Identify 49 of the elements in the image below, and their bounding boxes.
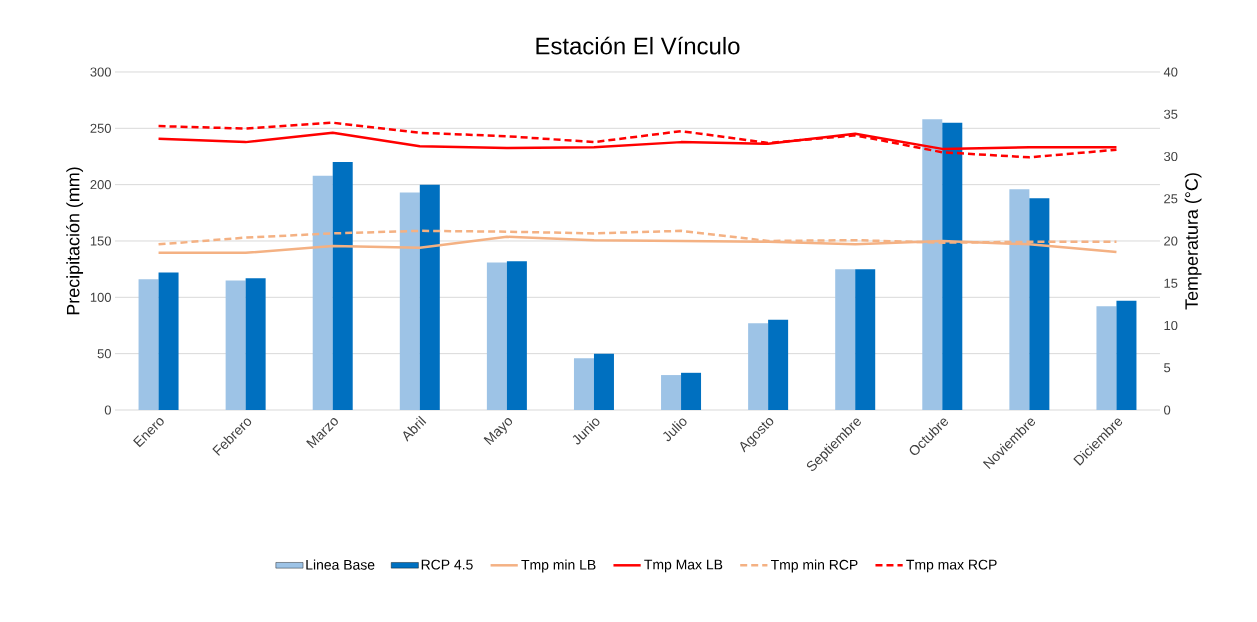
legend-label: Tmp max RCP <box>906 559 997 573</box>
bar <box>1009 189 1030 410</box>
legend-label: RCP 4.5 <box>421 559 473 570</box>
y-tick-label: 250 <box>90 123 111 133</box>
bar <box>1116 300 1137 410</box>
bar <box>225 280 246 410</box>
bar <box>1029 198 1050 410</box>
y-tick-label: 0 <box>104 405 111 415</box>
y2-axis-title: Temperatura (°C) <box>1184 173 1202 310</box>
bar <box>681 372 702 410</box>
y2-tick-label: 35 <box>1164 109 1178 119</box>
bar <box>748 323 769 410</box>
legend-label: Tmp min LB <box>521 559 596 573</box>
y-tick-label: 100 <box>90 292 111 302</box>
y-tick-label: 300 <box>90 67 111 77</box>
y-tick-label: 200 <box>90 180 111 190</box>
y2-tick-label: 25 <box>1164 194 1178 204</box>
bar <box>332 162 353 410</box>
y2-tick-label: 5 <box>1164 363 1171 373</box>
bar <box>942 122 963 410</box>
legend-label: Linea Base <box>306 559 375 570</box>
y2-tick-label: 0 <box>1164 405 1171 415</box>
bar <box>922 119 943 410</box>
bar <box>158 272 179 410</box>
bar <box>1096 306 1117 410</box>
y2-tick-label: 10 <box>1164 320 1178 331</box>
bar <box>312 175 333 410</box>
y2-tick-label: 30 <box>1164 151 1178 162</box>
y-tick-label: 50 <box>97 349 111 359</box>
bar <box>768 319 789 410</box>
bar <box>593 353 614 410</box>
bar <box>138 279 159 410</box>
bar <box>245 278 266 410</box>
bar <box>573 358 594 410</box>
chart-title: Estación El Vínculo <box>536 36 740 55</box>
bar <box>419 184 440 410</box>
bar <box>855 269 876 410</box>
y2-tick-label: 15 <box>1164 278 1178 288</box>
y2-tick-label: 20 <box>1164 236 1178 246</box>
bar <box>506 261 527 410</box>
bar <box>399 192 420 410</box>
y-tick-label: 150 <box>90 236 111 246</box>
legend-label: Tmp Max LB <box>644 559 723 573</box>
bar <box>486 262 507 410</box>
bar <box>661 375 682 410</box>
y2-tick-label: 40 <box>1163 67 1178 77</box>
bar <box>835 269 856 410</box>
legend-label: Tmp min RCP <box>770 559 858 573</box>
y-axis-title: Precipitación (mm) <box>66 167 84 315</box>
